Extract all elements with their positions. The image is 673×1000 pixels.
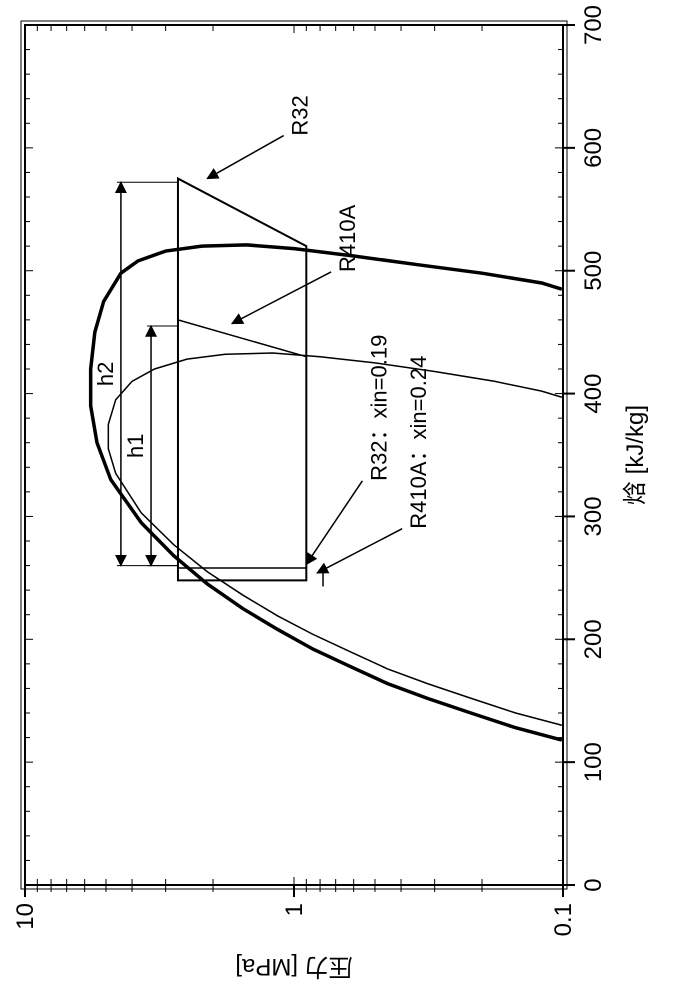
svg-text:h2: h2 [93,362,118,386]
svg-text:10: 10 [12,903,39,930]
svg-text:700: 700 [580,5,607,45]
svg-text:0.1: 0.1 [550,903,577,936]
svg-text:焓 [kJ/kg]: 焓 [kJ/kg] [622,405,649,505]
svg-text:R410A: R410A [335,204,360,272]
svg-text:0: 0 [580,878,607,891]
svg-text:400: 400 [580,374,607,414]
svg-text:100: 100 [580,742,607,782]
svg-text:R32: R32 [288,95,313,135]
svg-text:300: 300 [580,496,607,536]
svg-text:R410A：xin=0.24: R410A：xin=0.24 [406,356,431,529]
svg-text:压力 [MPa]: 压力 [MPa] [235,953,352,980]
svg-text:h1: h1 [123,434,148,458]
ph-diagram-chart: 0 100 200 300 400 500 600 700 0.1 1 10 焓 [kJ/kg] 压力 … [0,0,673,1000]
svg-text:200: 200 [580,619,607,659]
svg-text:500: 500 [580,251,607,291]
svg-text:1: 1 [281,903,308,916]
svg-text:600: 600 [580,128,607,168]
svg-text:R32：xin=0.19: R32：xin=0.19 [366,335,391,481]
